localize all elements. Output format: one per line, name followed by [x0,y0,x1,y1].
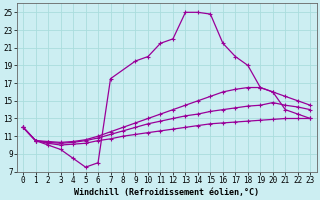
X-axis label: Windchill (Refroidissement éolien,°C): Windchill (Refroidissement éolien,°C) [74,188,259,197]
